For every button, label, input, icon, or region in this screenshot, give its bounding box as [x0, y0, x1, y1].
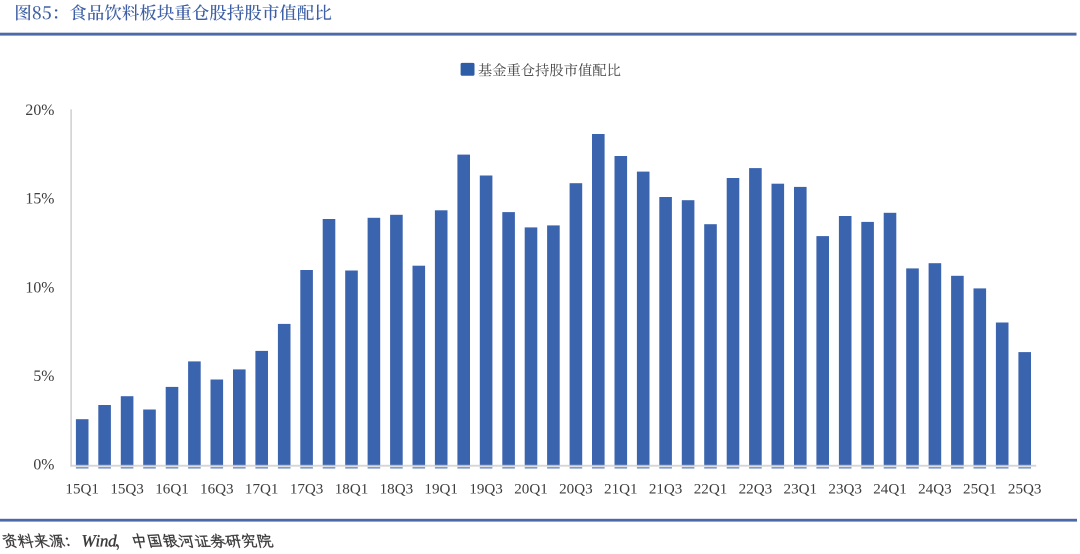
svg-text:22Q1: 22Q1 [694, 482, 728, 498]
svg-text:20%: 20% [25, 102, 54, 119]
svg-text:16Q1: 16Q1 [155, 482, 189, 498]
svg-text:20Q3: 20Q3 [559, 482, 593, 498]
svg-text:17Q3: 17Q3 [290, 482, 324, 498]
svg-text:22Q3: 22Q3 [739, 482, 773, 498]
svg-text:18Q3: 18Q3 [380, 482, 414, 498]
svg-text:17Q1: 17Q1 [245, 482, 279, 498]
svg-text:16Q3: 16Q3 [200, 482, 234, 498]
svg-text:24Q1: 24Q1 [873, 482, 907, 498]
svg-text:21Q1: 21Q1 [604, 482, 638, 498]
svg-text:25Q1: 25Q1 [963, 482, 997, 498]
svg-text:21Q3: 21Q3 [649, 482, 683, 498]
svg-text:5%: 5% [33, 368, 54, 385]
svg-text:23Q1: 23Q1 [784, 482, 818, 498]
svg-text:20Q1: 20Q1 [514, 482, 548, 498]
svg-text:19Q3: 19Q3 [469, 482, 503, 498]
svg-text:25Q3: 25Q3 [1008, 482, 1042, 498]
svg-text:15Q3: 15Q3 [110, 482, 144, 498]
svg-text:23Q3: 23Q3 [828, 482, 862, 498]
svg-text:19Q1: 19Q1 [424, 482, 458, 498]
svg-text:0%: 0% [33, 457, 54, 474]
svg-text:10%: 10% [25, 279, 54, 296]
svg-text:15Q1: 15Q1 [65, 482, 99, 498]
svg-text:18Q1: 18Q1 [335, 482, 369, 498]
svg-text:24Q3: 24Q3 [918, 482, 952, 498]
svg-text:15%: 15% [25, 191, 54, 208]
